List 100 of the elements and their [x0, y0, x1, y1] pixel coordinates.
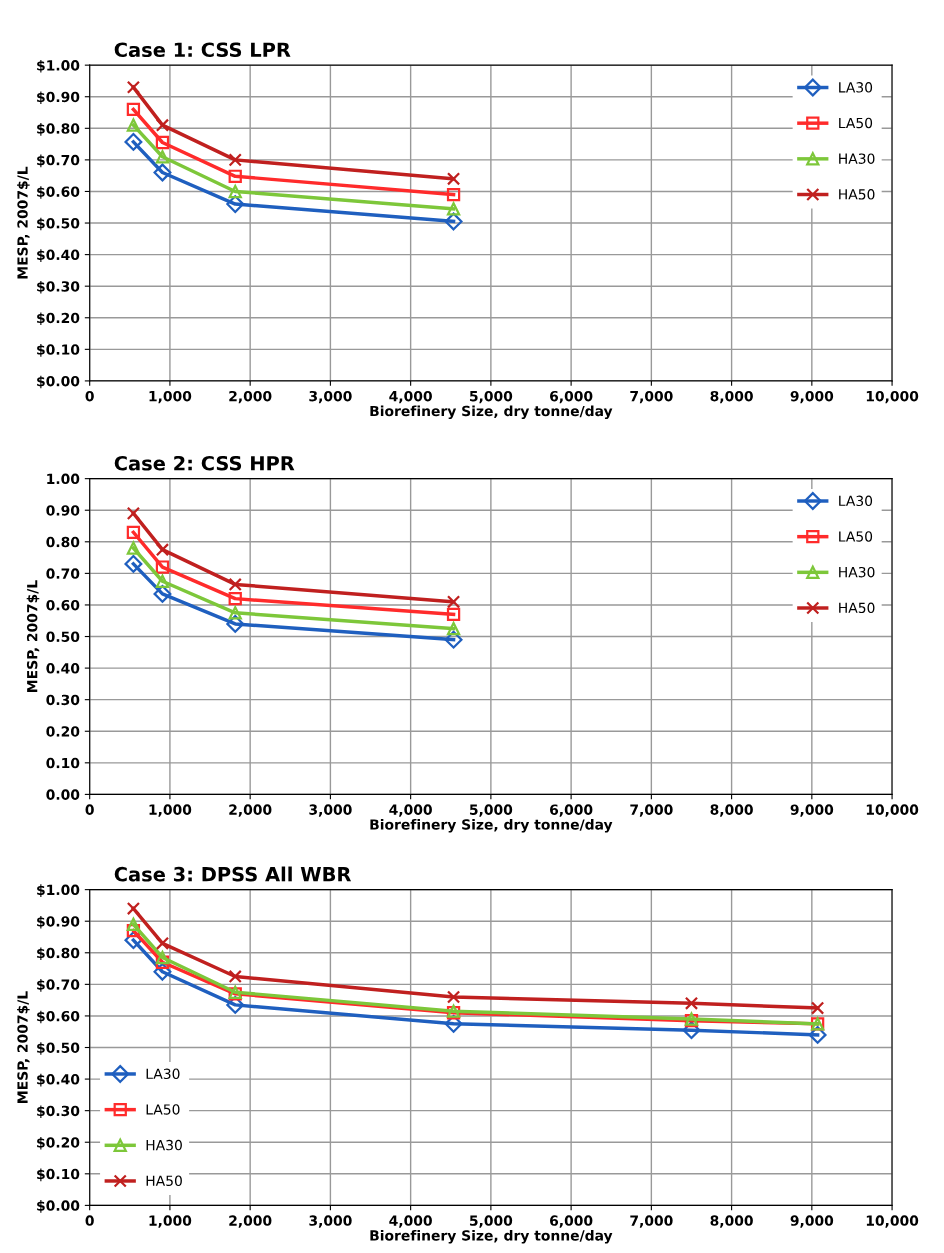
y-tick-label: 0.20: [46, 726, 80, 737]
y-tick-label: $0.10: [37, 344, 80, 357]
point: [228, 606, 242, 620]
point: [126, 924, 141, 938]
y-tick-label: $0.60: [37, 186, 80, 199]
x-tick-label: 9,000: [790, 390, 834, 404]
y-tick-label: $0.30: [37, 280, 80, 294]
x-tick-label: 5,000: [469, 1215, 513, 1228]
point: [124, 931, 143, 950]
chart-title: Case 1: CSS LPR: [114, 42, 291, 58]
x-tick-label: 10,000: [866, 1215, 919, 1228]
y-tick-label: $0.20: [37, 312, 80, 326]
point: [155, 543, 170, 557]
y-tick-label: $0.90: [37, 915, 80, 929]
point: [126, 917, 141, 932]
x-tick-label: 8,000: [710, 390, 753, 404]
point: [126, 102, 141, 117]
y-tick-label: $0.80: [37, 947, 80, 961]
x-tick-label: 6,000: [550, 1215, 593, 1228]
point: [126, 525, 141, 539]
x-tick-label: 10,000: [866, 804, 919, 817]
point: [153, 962, 172, 981]
x-axis-title: Biorefinery Size, dry tonne/day: [370, 818, 613, 833]
y-tick-label: $0.30: [37, 1105, 80, 1118]
x-tick-label: 2,000: [229, 804, 272, 817]
point: [126, 80, 141, 94]
point: [446, 595, 461, 609]
x-tick-label: 7,000: [630, 390, 673, 404]
y-tick-label: 0.30: [46, 694, 80, 706]
chart-title: Case 3: DPSS All WBR: [114, 866, 352, 882]
y-tick-label: 0.50: [46, 631, 80, 642]
x-tick-label: 3,000: [309, 804, 352, 817]
point: [228, 153, 242, 167]
legend-label: LA50: [146, 1104, 180, 1115]
y-tick-label: 0.90: [46, 505, 80, 516]
legend-label: LA50: [839, 117, 873, 129]
point: [124, 132, 143, 151]
point: [446, 202, 461, 216]
y-tick-label: $0.50: [37, 217, 80, 231]
y-tick-label: $0.00: [37, 1200, 80, 1213]
y-tick-label: $0.70: [37, 979, 80, 992]
legend-label: LA30: [839, 82, 873, 93]
y-tick-label: 1.00: [47, 473, 80, 485]
x-tick-label: 1,000: [149, 804, 192, 817]
point: [153, 584, 172, 603]
x-tick-label: 4,000: [389, 390, 432, 404]
y-axis-title: MESP, 2007$/L: [17, 991, 30, 1103]
y-tick-label: $0.00: [37, 375, 80, 389]
point: [446, 607, 461, 622]
y-tick-label: $1.00: [37, 884, 80, 897]
point: [226, 614, 245, 633]
y-tick-label: 0.60: [46, 599, 80, 611]
legend-label: HA30: [839, 566, 875, 578]
point: [228, 577, 242, 592]
x-tick-label: 6,000: [550, 804, 593, 817]
y-tick-label: 0.00: [46, 789, 80, 800]
x-tick-label: 0: [85, 804, 94, 815]
point: [684, 996, 699, 1010]
point: [126, 901, 141, 916]
legend-label: HA50: [839, 189, 875, 200]
y-tick-label: 0.70: [46, 568, 80, 579]
x-tick-label: 9,000: [790, 804, 834, 817]
point: [444, 212, 463, 231]
point: [155, 936, 170, 950]
x-tick-label: 8,000: [710, 804, 753, 817]
point: [153, 163, 172, 182]
y-tick-label: $0.20: [37, 1136, 80, 1150]
point: [228, 969, 242, 984]
point: [155, 118, 170, 132]
legend-label: LA30: [146, 1068, 180, 1080]
point: [126, 541, 141, 555]
legend-label: HA30: [839, 153, 875, 164]
point: [444, 630, 463, 649]
y-tick-label: $0.60: [37, 1010, 80, 1024]
point: [155, 574, 170, 588]
y-tick-label: $1.00: [37, 59, 80, 73]
y-tick-label: $0.90: [37, 91, 80, 105]
y-tick-label: $0.40: [37, 1073, 80, 1087]
x-tick-label: 4,000: [389, 1215, 432, 1228]
x-axis-title: Biorefinery Size, dry tonne/day: [370, 405, 613, 420]
y-tick-label: $0.50: [37, 1042, 80, 1055]
legend-label: LA30: [839, 495, 873, 507]
x-tick-label: 2,000: [229, 390, 272, 404]
chart-title: Case 2: CSS HPR: [114, 455, 295, 471]
point: [810, 1001, 825, 1015]
y-tick-label: 0.80: [46, 536, 80, 548]
x-tick-label: 3,000: [309, 1215, 352, 1228]
x-tick-label: 5,000: [469, 804, 513, 817]
x-tick-label: 1,000: [149, 1215, 192, 1228]
y-axis-title: MESP, 2007$/L: [17, 166, 30, 279]
point: [155, 955, 170, 969]
x-tick-label: 3,000: [309, 390, 352, 404]
point: [808, 1025, 827, 1044]
point: [124, 554, 143, 573]
point: [228, 184, 242, 199]
y-tick-label: 0.40: [46, 663, 80, 674]
point: [226, 995, 245, 1014]
point: [444, 1014, 463, 1033]
y-tick-label: 0.10: [46, 757, 80, 769]
y-tick-label: $0.70: [37, 154, 80, 168]
